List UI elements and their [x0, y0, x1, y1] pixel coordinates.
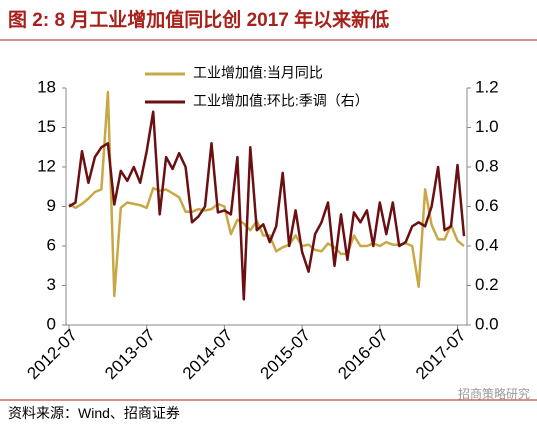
y2-tick-label: 0.0 [475, 314, 499, 333]
x-tick-label: 2012-07 [23, 326, 81, 384]
y2-tick-label: 0.6 [475, 196, 499, 215]
y2-tick-label: 1.2 [475, 77, 499, 96]
y-tick-label: 0 [47, 314, 56, 333]
y-tick-label: 6 [47, 235, 56, 254]
x-tick-label: 2016-07 [334, 326, 392, 384]
x-tick-label: 2015-07 [257, 326, 315, 384]
y2-tick-label: 0.4 [475, 235, 499, 254]
chart-title: 图 2: 8 月工业增加值同比创 2017 年以来新低 [8, 8, 389, 31]
legend-label: 工业增加值:当月同比 [193, 65, 323, 81]
y-tick-label: 12 [37, 156, 56, 175]
watermark: 招商策略研究 [458, 386, 530, 401]
x-tick-label: 2017-07 [412, 326, 470, 384]
series-line [68, 110, 466, 301]
y-tick-label: 9 [47, 196, 56, 215]
y2-tick-label: 0.8 [475, 156, 499, 175]
y2-tick-label: 1.0 [475, 117, 499, 136]
source: 资料来源：Wind、招商证券 [8, 405, 180, 421]
y-tick-label: 18 [37, 77, 56, 96]
y2-tick-label: 0.2 [475, 275, 499, 294]
x-tick-label: 2013-07 [101, 326, 159, 384]
y-tick-label: 3 [47, 275, 56, 294]
x-tick-label: 2014-07 [179, 326, 237, 384]
series-line [68, 90, 465, 298]
y-tick-label: 15 [37, 117, 56, 136]
legend-label: 工业增加值:环比:季调（右） [193, 93, 369, 109]
